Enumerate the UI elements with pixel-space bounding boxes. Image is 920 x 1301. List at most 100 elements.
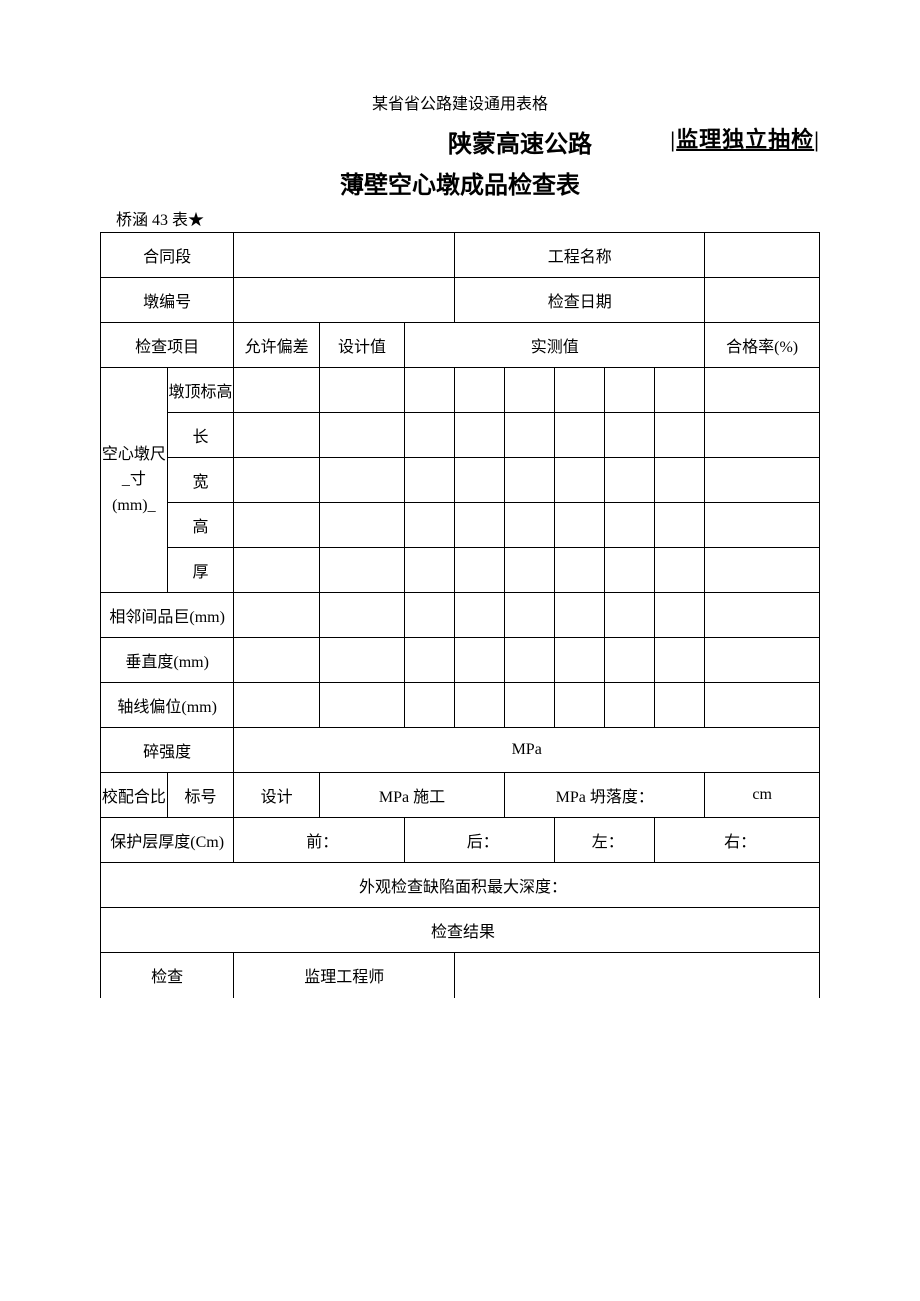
label-width: 宽 <box>167 458 234 503</box>
cell <box>555 503 605 548</box>
cell <box>405 458 455 503</box>
cell <box>555 368 605 413</box>
cell <box>655 548 705 593</box>
cell-contract-section <box>234 233 455 278</box>
badge: |监理独立抽检| <box>670 122 820 154</box>
cell <box>605 503 655 548</box>
label-contract-section: 合同段 <box>101 233 234 278</box>
cell <box>505 638 555 683</box>
cell-check-date <box>705 278 820 323</box>
label-verticality: 垂直度(mm) <box>101 638 234 683</box>
cell <box>405 638 455 683</box>
label-design-value: 设计值 <box>319 323 404 368</box>
label-project-name: 工程名称 <box>455 233 705 278</box>
cell <box>405 368 455 413</box>
cell <box>705 458 820 503</box>
label-axis-offset: 轴线偏位(mm) <box>101 683 234 728</box>
badge-bar-right: | <box>814 127 820 152</box>
cell <box>319 638 404 683</box>
label-mix-ratio: 校配合比 <box>101 773 168 818</box>
cell <box>455 368 505 413</box>
cell <box>505 368 555 413</box>
cell-signature <box>455 953 820 998</box>
cell <box>655 503 705 548</box>
label-pier-top-elev: 墩顶标高 <box>167 368 234 413</box>
cell <box>505 548 555 593</box>
cell <box>705 368 820 413</box>
cell <box>455 503 505 548</box>
label-check-result: 检查结果 <box>101 908 820 953</box>
label-design: 设计 <box>234 773 319 818</box>
cell <box>655 458 705 503</box>
cell <box>605 593 655 638</box>
label-measured-value: 实测值 <box>405 323 705 368</box>
cell <box>319 458 404 503</box>
cell <box>705 503 820 548</box>
cell <box>319 593 404 638</box>
cell <box>455 458 505 503</box>
cell <box>455 548 505 593</box>
cell <box>555 638 605 683</box>
label-adjacent-spacing: 相邻间品巨(mm) <box>101 593 234 638</box>
cell <box>319 548 404 593</box>
table-label: 桥涵 43 表★ <box>116 206 820 230</box>
label-length: 长 <box>167 413 234 458</box>
cell <box>605 683 655 728</box>
cell <box>505 413 555 458</box>
label-allow-deviation: 允许偏差 <box>234 323 319 368</box>
label-thickness: 厚 <box>167 548 234 593</box>
cell <box>234 683 319 728</box>
cell <box>455 683 505 728</box>
cell <box>605 368 655 413</box>
cell <box>234 548 319 593</box>
cell <box>405 548 455 593</box>
label-crush-strength: 碎强度 <box>101 728 234 773</box>
label-right: 右： <box>655 818 820 863</box>
cell <box>605 413 655 458</box>
label-cover-thickness: 保护层厚度(Cm) <box>101 818 234 863</box>
label-pier-number: 墩编号 <box>101 278 234 323</box>
cell <box>505 503 555 548</box>
cell <box>405 683 455 728</box>
cell <box>705 548 820 593</box>
label-left: 左： <box>555 818 655 863</box>
label-pass-rate: 合格率(%) <box>705 323 820 368</box>
cell <box>555 458 605 503</box>
label-hollow-pier-size: 空心墩尺_寸(mm)_ <box>101 368 168 593</box>
cell <box>605 548 655 593</box>
label-supervisor: 监理工程师 <box>234 953 455 998</box>
cell <box>319 503 404 548</box>
cell <box>705 638 820 683</box>
cell <box>455 413 505 458</box>
label-defect: 外观检查缺陷面积最大深度： <box>101 863 820 908</box>
cell <box>555 593 605 638</box>
label-mpa-construct: MPa 施工 <box>319 773 504 818</box>
cell <box>234 503 319 548</box>
cell-pier-number <box>234 278 455 323</box>
badge-text: 监理独立抽检 <box>676 127 814 152</box>
cell <box>234 368 319 413</box>
cell <box>455 638 505 683</box>
cell <box>655 638 705 683</box>
cell <box>505 683 555 728</box>
cell <box>405 413 455 458</box>
cell <box>405 503 455 548</box>
cell <box>455 593 505 638</box>
cell-project-name <box>705 233 820 278</box>
cell <box>705 593 820 638</box>
cell <box>605 638 655 683</box>
cell <box>505 458 555 503</box>
label-mpa-slump: MPa 坍落度： <box>505 773 705 818</box>
cell <box>555 413 605 458</box>
cell <box>234 638 319 683</box>
cell <box>234 413 319 458</box>
label-back: 后： <box>405 818 555 863</box>
cell <box>555 548 605 593</box>
cell <box>505 593 555 638</box>
cell <box>319 368 404 413</box>
cell <box>555 683 605 728</box>
label-inspector: 检查 <box>101 953 234 998</box>
cell <box>405 593 455 638</box>
label-check-date: 检查日期 <box>455 278 705 323</box>
cell-crush-strength: MPa <box>234 728 820 773</box>
